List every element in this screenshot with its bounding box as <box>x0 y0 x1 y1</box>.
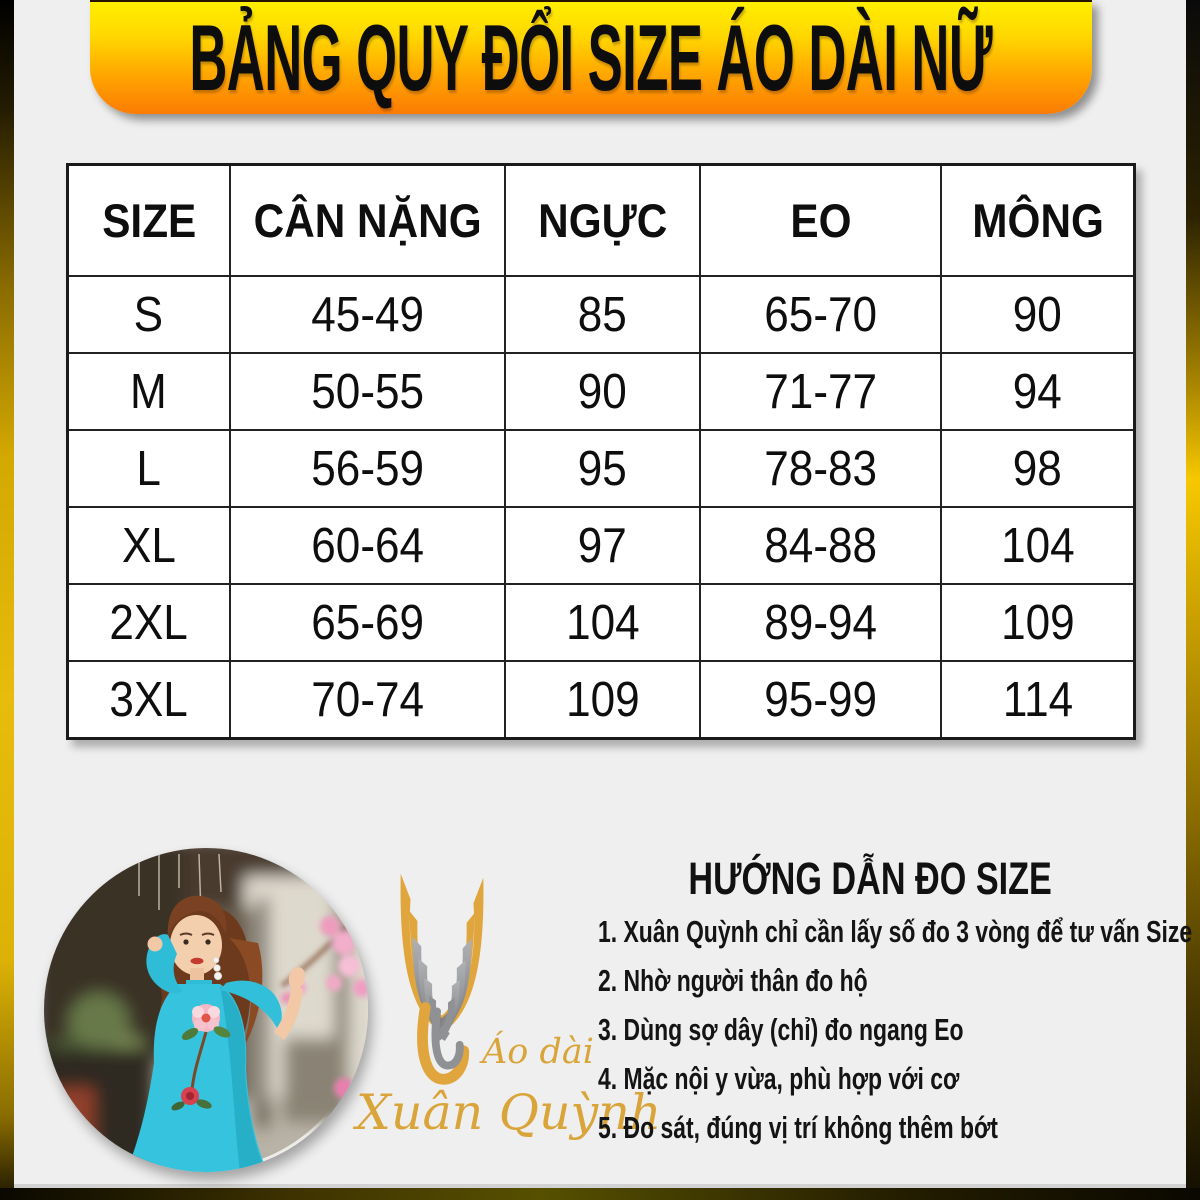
table-cell: 97 <box>503 506 702 585</box>
table-cell: 2XL <box>66 583 231 662</box>
title-banner: BẢNG QUY ĐỔI SIZE ÁO DÀI NỮ <box>90 0 1092 114</box>
table-cell: 89-94 <box>699 583 943 662</box>
table-row: XL 60-64 97 84-88 104 <box>66 506 1136 585</box>
brand-name-ao-dai: Áo dài <box>482 1032 594 1072</box>
table-cell: 3XL <box>66 660 231 740</box>
table-cell: 104 <box>940 506 1136 585</box>
table-cell: M <box>66 352 231 431</box>
table-cell: L <box>66 429 231 508</box>
table-row: 3XL 70-74 109 95-99 114 <box>66 660 1136 740</box>
table-cell: 95 <box>503 429 702 508</box>
table-cell: 104 <box>503 583 702 662</box>
table-cell: 60-64 <box>228 506 506 585</box>
guide-step: 1. Xuân Quỳnh chỉ cần lấy số đo 3 vòng đ… <box>598 914 1193 949</box>
guide-step: 5. Đo sát, đúng vị trí không thêm bớt <box>598 1110 998 1145</box>
table-cell: 70-74 <box>228 660 506 740</box>
guide-steps-list: 1. Xuân Quỳnh chỉ cần lấy số đo 3 vòng đ… <box>598 907 1193 1152</box>
guide-step: 4. Mặc nội y vừa, phù hợp với cơ <box>598 1061 960 1096</box>
table-cell: 45-49 <box>228 275 506 354</box>
model-photo <box>44 848 368 1172</box>
table-header-cell: SIZE <box>66 163 231 277</box>
table-row: M 50-55 90 71-77 94 <box>66 352 1136 431</box>
table-cell: 56-59 <box>228 429 506 508</box>
guide-step: 2. Nhờ người thân đo hộ <box>598 963 868 998</box>
table-cell: 84-88 <box>699 506 943 585</box>
table-row: S 45-49 85 65-70 90 <box>66 275 1136 354</box>
gold-frame-bottom <box>0 1188 1200 1200</box>
table-cell: 90 <box>940 275 1136 354</box>
table-cell: 109 <box>503 660 702 740</box>
table-cell: XL <box>66 506 231 585</box>
size-conversion-table: SIZE CÂN NẶNG NGỰC EO MÔNG S 45-49 85 65… <box>66 163 1136 740</box>
table-cell: 65-69 <box>228 583 506 662</box>
gold-frame-right <box>1186 0 1200 1200</box>
table-cell: 94 <box>940 352 1136 431</box>
model-figure <box>126 895 306 1172</box>
table-header-row: SIZE CÂN NẶNG NGỰC EO MÔNG <box>66 163 1136 277</box>
table-cell: 95-99 <box>699 660 943 740</box>
table-header-cell: CÂN NẶNG <box>228 163 506 277</box>
table-cell: 78-83 <box>699 429 943 508</box>
table-cell: 71-77 <box>699 352 943 431</box>
table-cell: 50-55 <box>228 352 506 431</box>
table-cell: 85 <box>503 275 702 354</box>
table-cell: 98 <box>940 429 1136 508</box>
guide-title: HƯỚNG DẪN ĐO SIZE <box>688 853 1052 904</box>
table-cell: 65-70 <box>699 275 943 354</box>
table-header-cell: NGỰC <box>503 163 702 277</box>
guide-step: 3. Dùng sợ dây (chỉ) đo ngang Eo <box>598 1012 964 1047</box>
right-wing <box>434 877 484 1041</box>
phoenix-wings-logo-icon <box>383 862 501 1094</box>
table-cell: 90 <box>503 352 702 431</box>
table-cell: 114 <box>940 660 1136 740</box>
table-cell: S <box>66 275 231 354</box>
table-header-cell: MÔNG <box>940 163 1136 277</box>
table-row: 2XL 65-69 104 89-94 109 <box>66 583 1136 662</box>
table-row: L 56-59 95 78-83 98 <box>66 429 1136 508</box>
table-header-cell: EO <box>699 163 943 277</box>
brand-name-xuan-quynh: Xuân Quỳnh <box>356 1084 662 1141</box>
poster-title: BẢNG QUY ĐỔI SIZE ÁO DÀI NỮ <box>189 5 993 110</box>
bottom-divider <box>14 1184 1186 1188</box>
gold-frame-left <box>0 0 14 1200</box>
tail-loop <box>417 1002 470 1085</box>
pearl-earring <box>212 956 223 981</box>
dress-embroidery <box>171 1004 231 1111</box>
table-cell: 109 <box>940 583 1136 662</box>
